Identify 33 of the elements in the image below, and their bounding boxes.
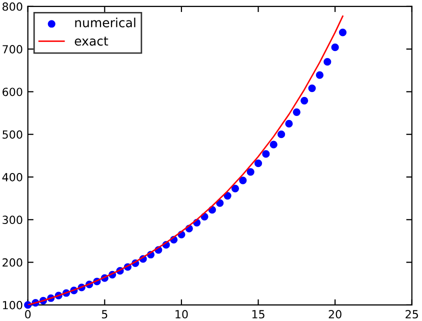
point [338, 28, 347, 36]
y-tick-label: 100 [3, 300, 22, 310]
point [324, 58, 332, 66]
x-tick-label: 15 [252, 310, 264, 318]
point [331, 44, 339, 52]
point [316, 71, 324, 79]
legend-label: exact [74, 36, 108, 46]
point [300, 96, 308, 104]
y-tick-label: 800 [2, 2, 22, 11]
point [270, 140, 278, 148]
point [254, 160, 262, 168]
x-tick-label: 0 [25, 310, 31, 318]
y-tick-label: 500 [2, 130, 22, 139]
point [292, 108, 300, 116]
point [246, 168, 254, 176]
y-tick-label: 200 [2, 258, 22, 267]
legend-label: numerical [75, 18, 136, 28]
x-tick-label: 5 [102, 310, 108, 318]
point [216, 199, 224, 207]
point [285, 120, 293, 128]
x-tick-label: 10 [176, 310, 188, 318]
point [224, 192, 232, 200]
x-tick-label: 25 [406, 310, 418, 318]
point [239, 176, 247, 184]
point [231, 184, 240, 192]
y-tick-label: 600 [2, 88, 22, 96]
x-tick-label: 20 [328, 310, 342, 318]
y-tick-label: 300 [2, 216, 22, 224]
y-tick-label: 700 [2, 45, 22, 54]
point [278, 130, 286, 138]
y-tick-label: 400 [2, 172, 22, 182]
point [262, 150, 270, 158]
point [308, 84, 316, 92]
